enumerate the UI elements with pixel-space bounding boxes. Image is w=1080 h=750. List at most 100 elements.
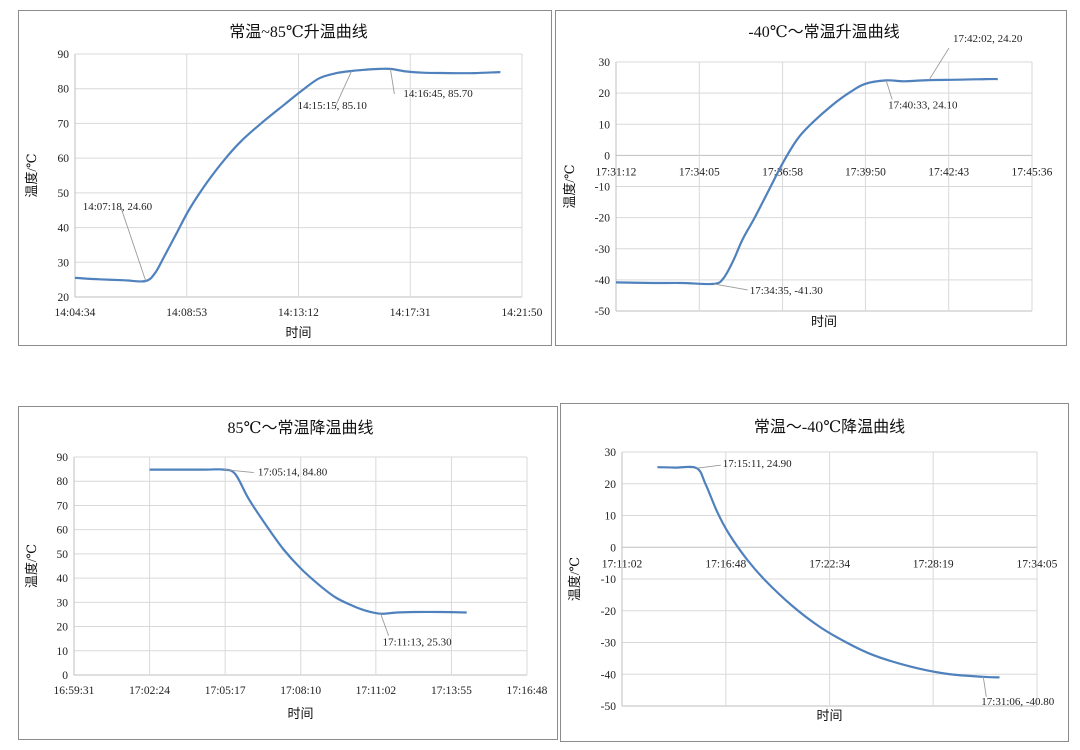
y-tick-label: -10 — [595, 182, 611, 194]
y-tick-label: -10 — [601, 574, 617, 586]
x-tick-label: 17:08:10 — [280, 685, 321, 697]
temperature-series-line — [615, 77, 998, 286]
x-tick-label: 14:17:31 — [390, 307, 431, 319]
data-point-annotation: 14:16:45, 85.70 — [403, 88, 473, 100]
chart-title: 常温~85℃升温曲线 — [229, 23, 368, 41]
y-axis-label: 温度/℃ — [24, 544, 39, 588]
chart-heating-room-to-85: 常温~85℃升温曲线 20 30 40 50 60 70 80 90 14:04:34 14:08:… — [24, 23, 543, 340]
y-tick-label: -30 — [595, 244, 611, 256]
x-tick-label: 16:59:31 — [54, 685, 95, 697]
x-axis-label: 时间 — [811, 314, 837, 329]
x-tick-label: 14:04:34 — [55, 307, 96, 319]
x-tick-label: 17:11:02 — [356, 685, 397, 697]
y-tick-label: 20 — [599, 88, 611, 100]
x-tick-label: 17:36:58 — [762, 166, 803, 178]
annotation-leader-line — [223, 469, 254, 474]
chart-title: 85℃～常温降温曲线 — [228, 419, 374, 437]
y-axis-label: 温度/℃ — [24, 153, 39, 197]
y-tick-label: 20 — [57, 622, 69, 634]
data-point-annotation: 17:42:02, 24.20 — [953, 33, 1023, 45]
temperature-series-line — [149, 468, 467, 615]
annotation-leader-line — [696, 464, 721, 469]
y-tick-label: 10 — [605, 511, 617, 523]
x-tick-label: 14:08:53 — [166, 307, 207, 319]
y-tick-label: -50 — [595, 306, 611, 318]
x-tick-label: 17:13:55 — [431, 685, 472, 697]
data-point-annotation: 17:34:35, -41.30 — [750, 285, 824, 297]
chart-panel-cooling-85-to-room: 85℃～常温降温曲线 0 10 20 30 40 50 60 70 80 90 16:59:31 17:… — [18, 406, 558, 740]
annotation-leader-line — [120, 206, 147, 282]
annotation-leader-line — [928, 47, 950, 81]
data-point-annotation: 17:05:14, 84.80 — [258, 467, 328, 479]
y-tick-label: 70 — [58, 118, 70, 130]
y-tick-label: 0 — [610, 542, 616, 554]
y-tick-label: 30 — [605, 447, 617, 459]
y-tick-label: 30 — [599, 57, 611, 69]
y-tick-label: -20 — [595, 213, 611, 225]
data-point-annotation: 17:31:06, -40.80 — [981, 696, 1055, 708]
annotation-leader-line — [380, 613, 390, 636]
y-tick-label: 20 — [605, 479, 617, 491]
data-point-annotation: 14:07:18, 24.60 — [83, 201, 153, 213]
chart-title: 常温～-40℃降温曲线 — [754, 418, 905, 436]
annotation-leader-line — [885, 80, 893, 100]
chart-cooling-room-to-minus40: 常温～-40℃降温曲线 -50 -40 -30 -20 -10 0 10 20 30 17:11:0… — [567, 418, 1058, 723]
data-point-annotation: 17:40:33, 24.10 — [888, 99, 958, 111]
y-tick-label: 80 — [58, 84, 70, 96]
x-tick-label: 14:21:50 — [502, 307, 543, 319]
x-tick-label: 17:05:17 — [205, 685, 246, 697]
y-tick-label: 10 — [599, 119, 611, 131]
y-tick-label: 50 — [58, 188, 70, 200]
annotation-leader-line — [982, 676, 987, 697]
chart-panel-cooling-room-to-minus40: 常温～-40℃降温曲线 -50 -40 -30 -20 -10 0 10 20 30 17:11:0… — [560, 403, 1069, 742]
y-axis-label: 温度/℃ — [567, 557, 582, 601]
x-axis-label: 时间 — [287, 706, 313, 721]
y-tick-label: 10 — [57, 646, 69, 658]
x-tick-label: 17:22:34 — [809, 558, 850, 570]
annotation-leader-line — [713, 283, 748, 291]
y-tick-label: -50 — [601, 701, 617, 713]
y-tick-label: -40 — [595, 275, 611, 287]
x-tick-label: 17:34:05 — [679, 166, 720, 178]
x-axis-label: 时间 — [816, 708, 842, 723]
x-axis-label: 时间 — [285, 325, 311, 340]
y-tick-label: 80 — [57, 476, 69, 488]
x-tick-label: 17:11:02 — [602, 558, 643, 570]
chart-cooling-85-to-room: 85℃～常温降温曲线 0 10 20 30 40 50 60 70 80 90 16:59:31 17:… — [24, 419, 548, 721]
y-tick-label: 30 — [57, 597, 69, 609]
chart-panel-heating-room-to-85: 常温~85℃升温曲线 20 30 40 50 60 70 80 90 14:04:34 14:08:… — [18, 10, 552, 346]
temperature-series-line — [657, 465, 1000, 679]
y-tick-label: 70 — [57, 500, 69, 512]
y-axis-label: 温度/℃ — [562, 164, 577, 208]
y-tick-label: -20 — [601, 606, 617, 618]
y-tick-label: 90 — [57, 452, 69, 464]
annotation-leader-line — [389, 68, 395, 94]
y-tick-label: 90 — [58, 49, 70, 61]
y-tick-label: 30 — [58, 257, 70, 269]
x-tick-label: 17:02:24 — [129, 685, 170, 697]
y-tick-label: 50 — [57, 549, 69, 561]
x-tick-label: 17:16:48 — [705, 558, 746, 570]
data-point-annotation: 17:15:11, 24.90 — [723, 458, 792, 470]
chart-heating-minus40-to-room: -40℃～常温升温曲线 -50 -40 -30 -20 -10 0 10 20 30 17:31:1… — [562, 23, 1053, 329]
x-tick-label: 17:16:48 — [507, 685, 548, 697]
y-tick-label: -30 — [601, 638, 617, 650]
y-tick-label: -40 — [601, 669, 617, 681]
x-tick-label: 17:28:19 — [913, 558, 954, 570]
y-tick-label: 40 — [57, 573, 69, 585]
y-tick-label: 20 — [58, 292, 70, 304]
y-tick-label: 60 — [58, 153, 70, 165]
data-point-annotation: 14:15:15, 85.10 — [298, 100, 368, 112]
y-tick-label: 0 — [604, 150, 610, 162]
x-tick-label: 14:13:12 — [278, 307, 319, 319]
y-tick-label: 60 — [57, 525, 69, 537]
temperature-series-line — [74, 67, 501, 283]
y-tick-label: 0 — [62, 670, 68, 682]
x-tick-label: 17:31:12 — [596, 166, 637, 178]
chart-panel-heating-minus40-to-room: -40℃～常温升温曲线 -50 -40 -30 -20 -10 0 10 20 30 17:31:1… — [555, 10, 1067, 346]
x-tick-label: 17:39:50 — [845, 166, 886, 178]
chart-title: -40℃～常温升温曲线 — [748, 23, 899, 41]
y-tick-label: 40 — [58, 223, 70, 235]
annotation-leader-line — [335, 70, 352, 107]
data-point-annotation: 17:11:13, 25.30 — [383, 637, 452, 649]
